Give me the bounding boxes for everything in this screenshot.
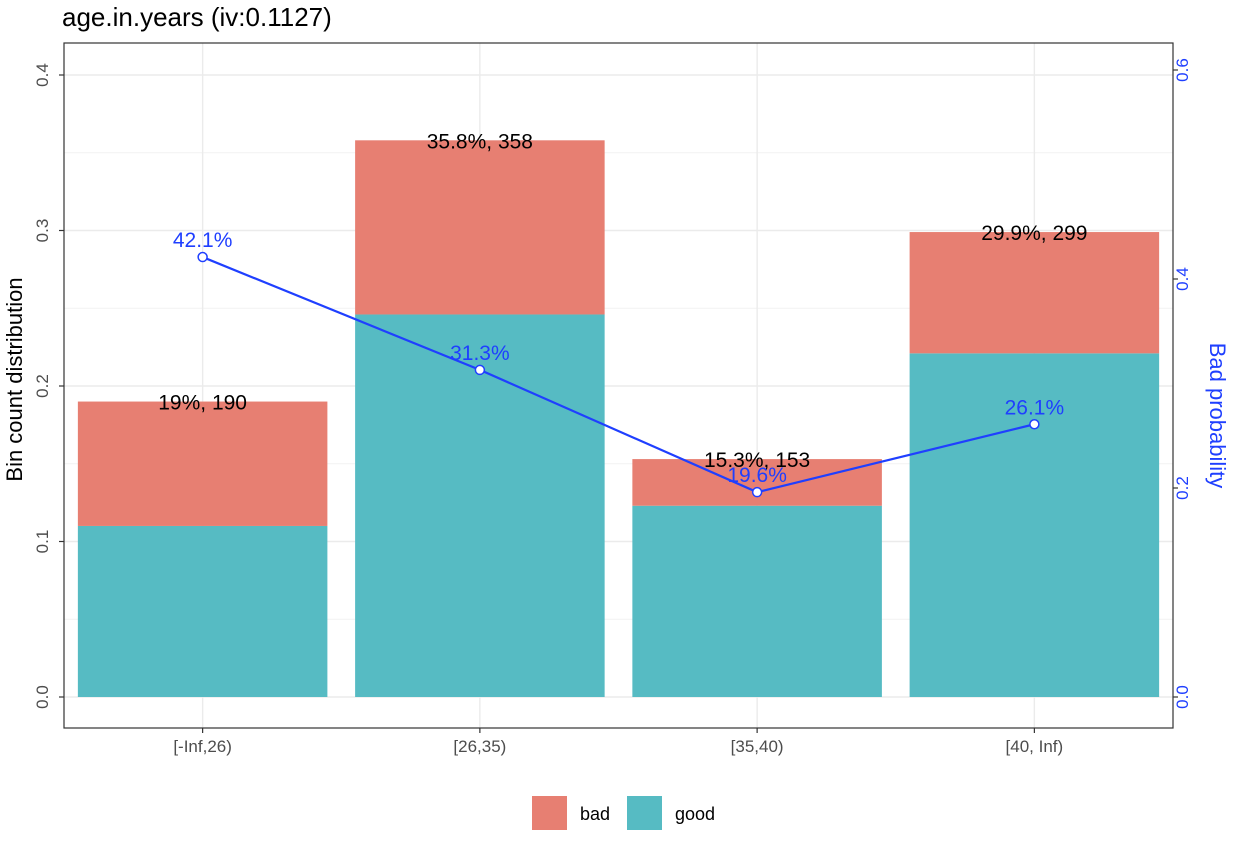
y2-axis-title: Bad probability bbox=[1205, 343, 1230, 489]
plot-area: 19%, 190 35.8%, 358 15.3%, 153 29.9%, 299 42… bbox=[2, 42, 1230, 830]
legend-label-bad: bad bbox=[580, 804, 610, 824]
legend-key-bad bbox=[532, 796, 567, 830]
right-tick-label: 0.4 bbox=[1173, 267, 1192, 291]
x-tick-label: [-Inf,26) bbox=[173, 737, 232, 756]
left-tick-label: 0.4 bbox=[33, 63, 52, 87]
left-tick-label: 0.3 bbox=[33, 219, 52, 243]
bad-probability-point bbox=[1029, 419, 1040, 430]
bar-bad bbox=[909, 232, 1160, 354]
bar-good bbox=[909, 353, 1160, 697]
bad-probability-point bbox=[197, 251, 208, 263]
chart-title: age.in.years (iv:0.1127) bbox=[62, 2, 332, 32]
bad-probability-label: 42.1% bbox=[173, 229, 233, 252]
bar-label: 15.3%, 153 bbox=[704, 449, 810, 472]
right-tick-label: 0.2 bbox=[1173, 476, 1192, 500]
bad-probability-line bbox=[202, 256, 1035, 494]
bar-label: 19%, 190 bbox=[158, 392, 247, 415]
legend-label-good: good bbox=[675, 804, 715, 824]
bad-probability-point bbox=[751, 486, 763, 498]
right-tick-label: 0.0 bbox=[1173, 685, 1192, 709]
left-tick-label: 0.1 bbox=[33, 530, 52, 554]
bar-good bbox=[77, 525, 328, 697]
bar-bad bbox=[77, 401, 328, 526]
bad-probability-label: 31.3% bbox=[450, 342, 510, 365]
right-tick-label: 0.6 bbox=[1173, 58, 1192, 82]
bar-label: 35.8%, 358 bbox=[427, 130, 533, 153]
bar-bad bbox=[355, 140, 605, 315]
bad-probability-label: 19.6% bbox=[727, 464, 787, 487]
bar-label: 29.9%, 299 bbox=[981, 222, 1087, 245]
legend-key-good bbox=[627, 796, 662, 830]
bad-probability-point bbox=[474, 364, 486, 376]
y-axis-title: Bin count distribution bbox=[2, 277, 27, 481]
bad-probability-label: 26.1% bbox=[1005, 396, 1065, 419]
left-tick-label: 0.2 bbox=[33, 374, 52, 398]
x-tick-label: [35,40) bbox=[731, 737, 784, 756]
bar-good bbox=[355, 314, 605, 697]
x-tick-label: [26,35) bbox=[453, 737, 506, 756]
bar-good bbox=[632, 505, 882, 697]
x-tick-label: [40, Inf) bbox=[1006, 737, 1064, 756]
bar-bad bbox=[632, 459, 882, 506]
left-tick-label: 0.0 bbox=[33, 685, 52, 709]
